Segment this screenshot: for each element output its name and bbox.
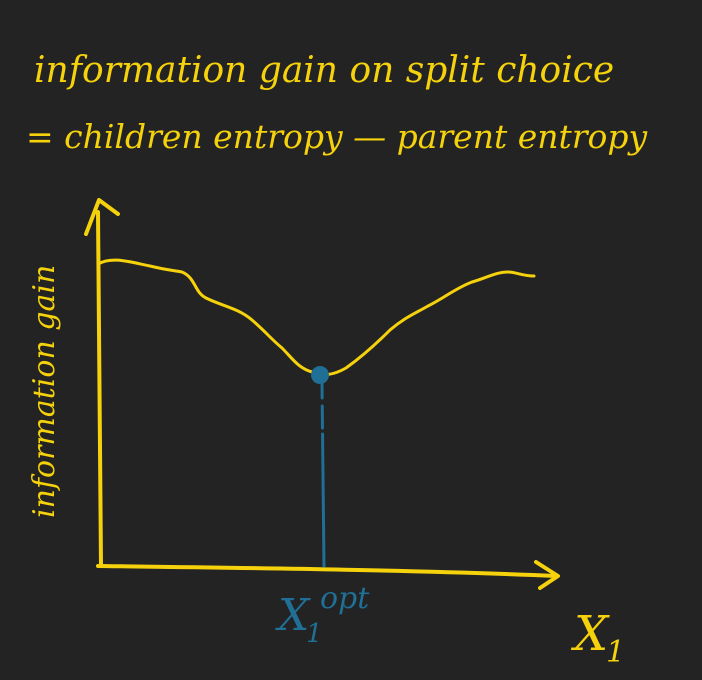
y-axis-arrowhead [84, 198, 120, 236]
x-opt-main: X [275, 590, 311, 641]
y-axis-label: information gain [27, 265, 62, 518]
x-opt-superscript: opt [320, 581, 370, 616]
x-opt-subscript: 1 [306, 619, 323, 649]
x-axis-subscript: 1 [606, 635, 625, 670]
minimum-point [311, 366, 329, 384]
minimum-drop-line [320, 382, 326, 568]
title-line-2: = children entropy — parent entropy [26, 117, 648, 156]
x-axis-arrowhead [534, 560, 560, 590]
x-opt-label: X 1 opt [275, 581, 370, 653]
x-axis-main: X [570, 606, 610, 662]
title-line-1: information gain on split choice [34, 50, 614, 91]
y-axis [96, 210, 103, 568]
information-gain-curve [96, 258, 536, 377]
x-axis-label: X 1 [570, 606, 625, 670]
x-axis [96, 564, 558, 578]
